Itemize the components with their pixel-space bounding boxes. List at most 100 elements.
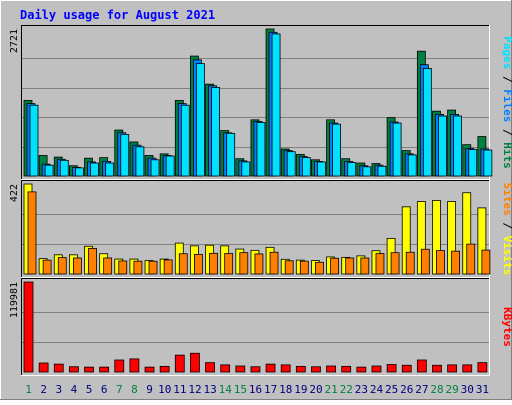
bar-sites-day-13 bbox=[209, 252, 218, 275]
legend-kbytes: KBytes bbox=[501, 307, 512, 347]
bar-kbytes-day-18 bbox=[280, 364, 291, 373]
day-label-18: 18 bbox=[279, 383, 292, 396]
bar-sites-day-6 bbox=[103, 257, 113, 275]
bar-kbytes-day-24 bbox=[371, 365, 382, 373]
bar-kbytes-day-8 bbox=[129, 358, 140, 373]
bar-sites-day-29 bbox=[451, 250, 461, 275]
day-axis-labels: 1 2 3 4 5 6 7 8 9 10 11 12 13 14 15 16 17 18 19 20 21 22 23 24 2… bbox=[25, 383, 489, 396]
bar-sites-day-27 bbox=[420, 248, 430, 275]
panel-hits_files_pages: 2721 Pages / Files / Hits bbox=[9, 25, 512, 180]
bar-pages-day-18 bbox=[286, 151, 296, 177]
bar-sites-day-5 bbox=[88, 248, 97, 275]
bar-sites-day-25 bbox=[390, 252, 400, 275]
bar-pages-day-14 bbox=[226, 132, 236, 177]
bar-sites-day-21 bbox=[330, 257, 339, 275]
bar-kbytes-day-9 bbox=[144, 366, 155, 373]
day-label-29: 29 bbox=[446, 383, 459, 396]
bar-pages-day-10 bbox=[165, 155, 175, 177]
bar-pages-day-11 bbox=[180, 104, 190, 177]
bar-sites-day-18 bbox=[284, 260, 294, 275]
bar-pages-day-6 bbox=[105, 162, 115, 177]
bar-pages-day-28 bbox=[438, 115, 447, 177]
bar-pages-day-25 bbox=[392, 122, 402, 177]
day-label-2: 2 bbox=[40, 383, 47, 396]
day-label-9: 9 bbox=[146, 383, 153, 396]
legend-separator: / bbox=[501, 122, 512, 142]
bar-kbytes-day-19 bbox=[295, 365, 306, 373]
bar-sites-day-7 bbox=[118, 260, 128, 275]
bar-sites-day-4 bbox=[72, 257, 82, 275]
bar-kbytes-day-20 bbox=[311, 366, 321, 373]
panel-scale-label: 119981 bbox=[9, 282, 20, 318]
day-label-1: 1 bbox=[25, 383, 32, 396]
bar-pages-day-20 bbox=[317, 161, 326, 177]
bar-kbytes-day-14 bbox=[220, 364, 231, 373]
bar-kbytes-day-30 bbox=[462, 364, 473, 373]
panel-legend: Pages / Files / Hits bbox=[501, 36, 512, 169]
bar-sites-day-19 bbox=[299, 260, 309, 275]
bar-kbytes-day-21 bbox=[326, 365, 336, 373]
bar-pages-day-27 bbox=[422, 68, 432, 177]
bar-sites-day-1 bbox=[27, 191, 37, 275]
day-label-21: 21 bbox=[325, 383, 338, 396]
bar-pages-day-12 bbox=[196, 63, 205, 177]
bar-sites-day-22 bbox=[345, 257, 355, 275]
panel-area bbox=[21, 278, 490, 376]
panel-visits_sites: 422 Sites / Visits bbox=[9, 180, 512, 278]
bar-sites-day-10 bbox=[163, 259, 173, 275]
bar-kbytes-day-15 bbox=[235, 365, 246, 373]
bar-sites-day-8 bbox=[133, 260, 143, 275]
bar-pages-day-9 bbox=[150, 159, 160, 177]
bar-sites-day-31 bbox=[481, 249, 491, 275]
bar-pages-day-29 bbox=[453, 115, 463, 177]
legend-pages: Pages bbox=[501, 36, 512, 69]
legend-separator: / bbox=[501, 69, 512, 89]
bar-kbytes-day-2 bbox=[38, 362, 49, 373]
bar-sites-day-11 bbox=[178, 253, 188, 275]
day-label-15: 15 bbox=[234, 383, 247, 396]
day-label-24: 24 bbox=[370, 383, 384, 396]
day-label-10: 10 bbox=[158, 383, 171, 396]
bar-pages-day-31 bbox=[483, 149, 493, 177]
day-label-16: 16 bbox=[249, 383, 262, 396]
bar-sites-day-28 bbox=[436, 250, 445, 275]
day-label-12: 12 bbox=[188, 383, 201, 396]
day-label-30: 30 bbox=[461, 383, 474, 396]
bar-sites-day-23 bbox=[360, 257, 370, 275]
legend-hits: Hits bbox=[501, 142, 512, 169]
bar-sites-day-24 bbox=[375, 253, 385, 275]
bar-sites-day-12 bbox=[194, 253, 203, 275]
panel-legend: Sites / Visits bbox=[501, 183, 512, 276]
day-label-22: 22 bbox=[340, 383, 353, 396]
legend-sites: Sites bbox=[501, 183, 512, 216]
bar-pages-day-21 bbox=[332, 123, 341, 177]
day-label-19: 19 bbox=[294, 383, 307, 396]
bar-sites-day-15 bbox=[239, 252, 249, 275]
day-label-28: 28 bbox=[430, 383, 443, 396]
bar-sites-day-14 bbox=[224, 253, 234, 275]
bar-kbytes-day-26 bbox=[401, 364, 412, 373]
bar-kbytes-day-13 bbox=[205, 362, 215, 373]
bar-kbytes-day-6 bbox=[99, 366, 110, 373]
bar-pages-day-26 bbox=[407, 154, 417, 177]
bar-pages-day-15 bbox=[241, 161, 251, 177]
day-label-20: 20 bbox=[309, 383, 322, 396]
day-label-31: 31 bbox=[476, 383, 489, 396]
day-label-14: 14 bbox=[219, 383, 233, 396]
bar-kbytes-day-16 bbox=[250, 366, 261, 373]
bar-pages-day-23 bbox=[362, 166, 372, 177]
bar-pages-day-17 bbox=[271, 33, 281, 177]
bar-pages-day-7 bbox=[120, 133, 130, 177]
bar-sites-day-30 bbox=[466, 243, 476, 275]
bar-pages-day-4 bbox=[74, 167, 84, 177]
bar-kbytes-day-10 bbox=[159, 365, 170, 373]
bar-sites-day-20 bbox=[315, 261, 324, 275]
day-label-3: 3 bbox=[56, 383, 63, 396]
bar-pages-day-8 bbox=[135, 146, 145, 177]
bar-kbytes-day-27 bbox=[416, 359, 427, 373]
bar-kbytes-day-28 bbox=[432, 364, 442, 373]
legend-files: Files bbox=[501, 89, 512, 122]
bar-sites-day-2 bbox=[42, 259, 52, 275]
